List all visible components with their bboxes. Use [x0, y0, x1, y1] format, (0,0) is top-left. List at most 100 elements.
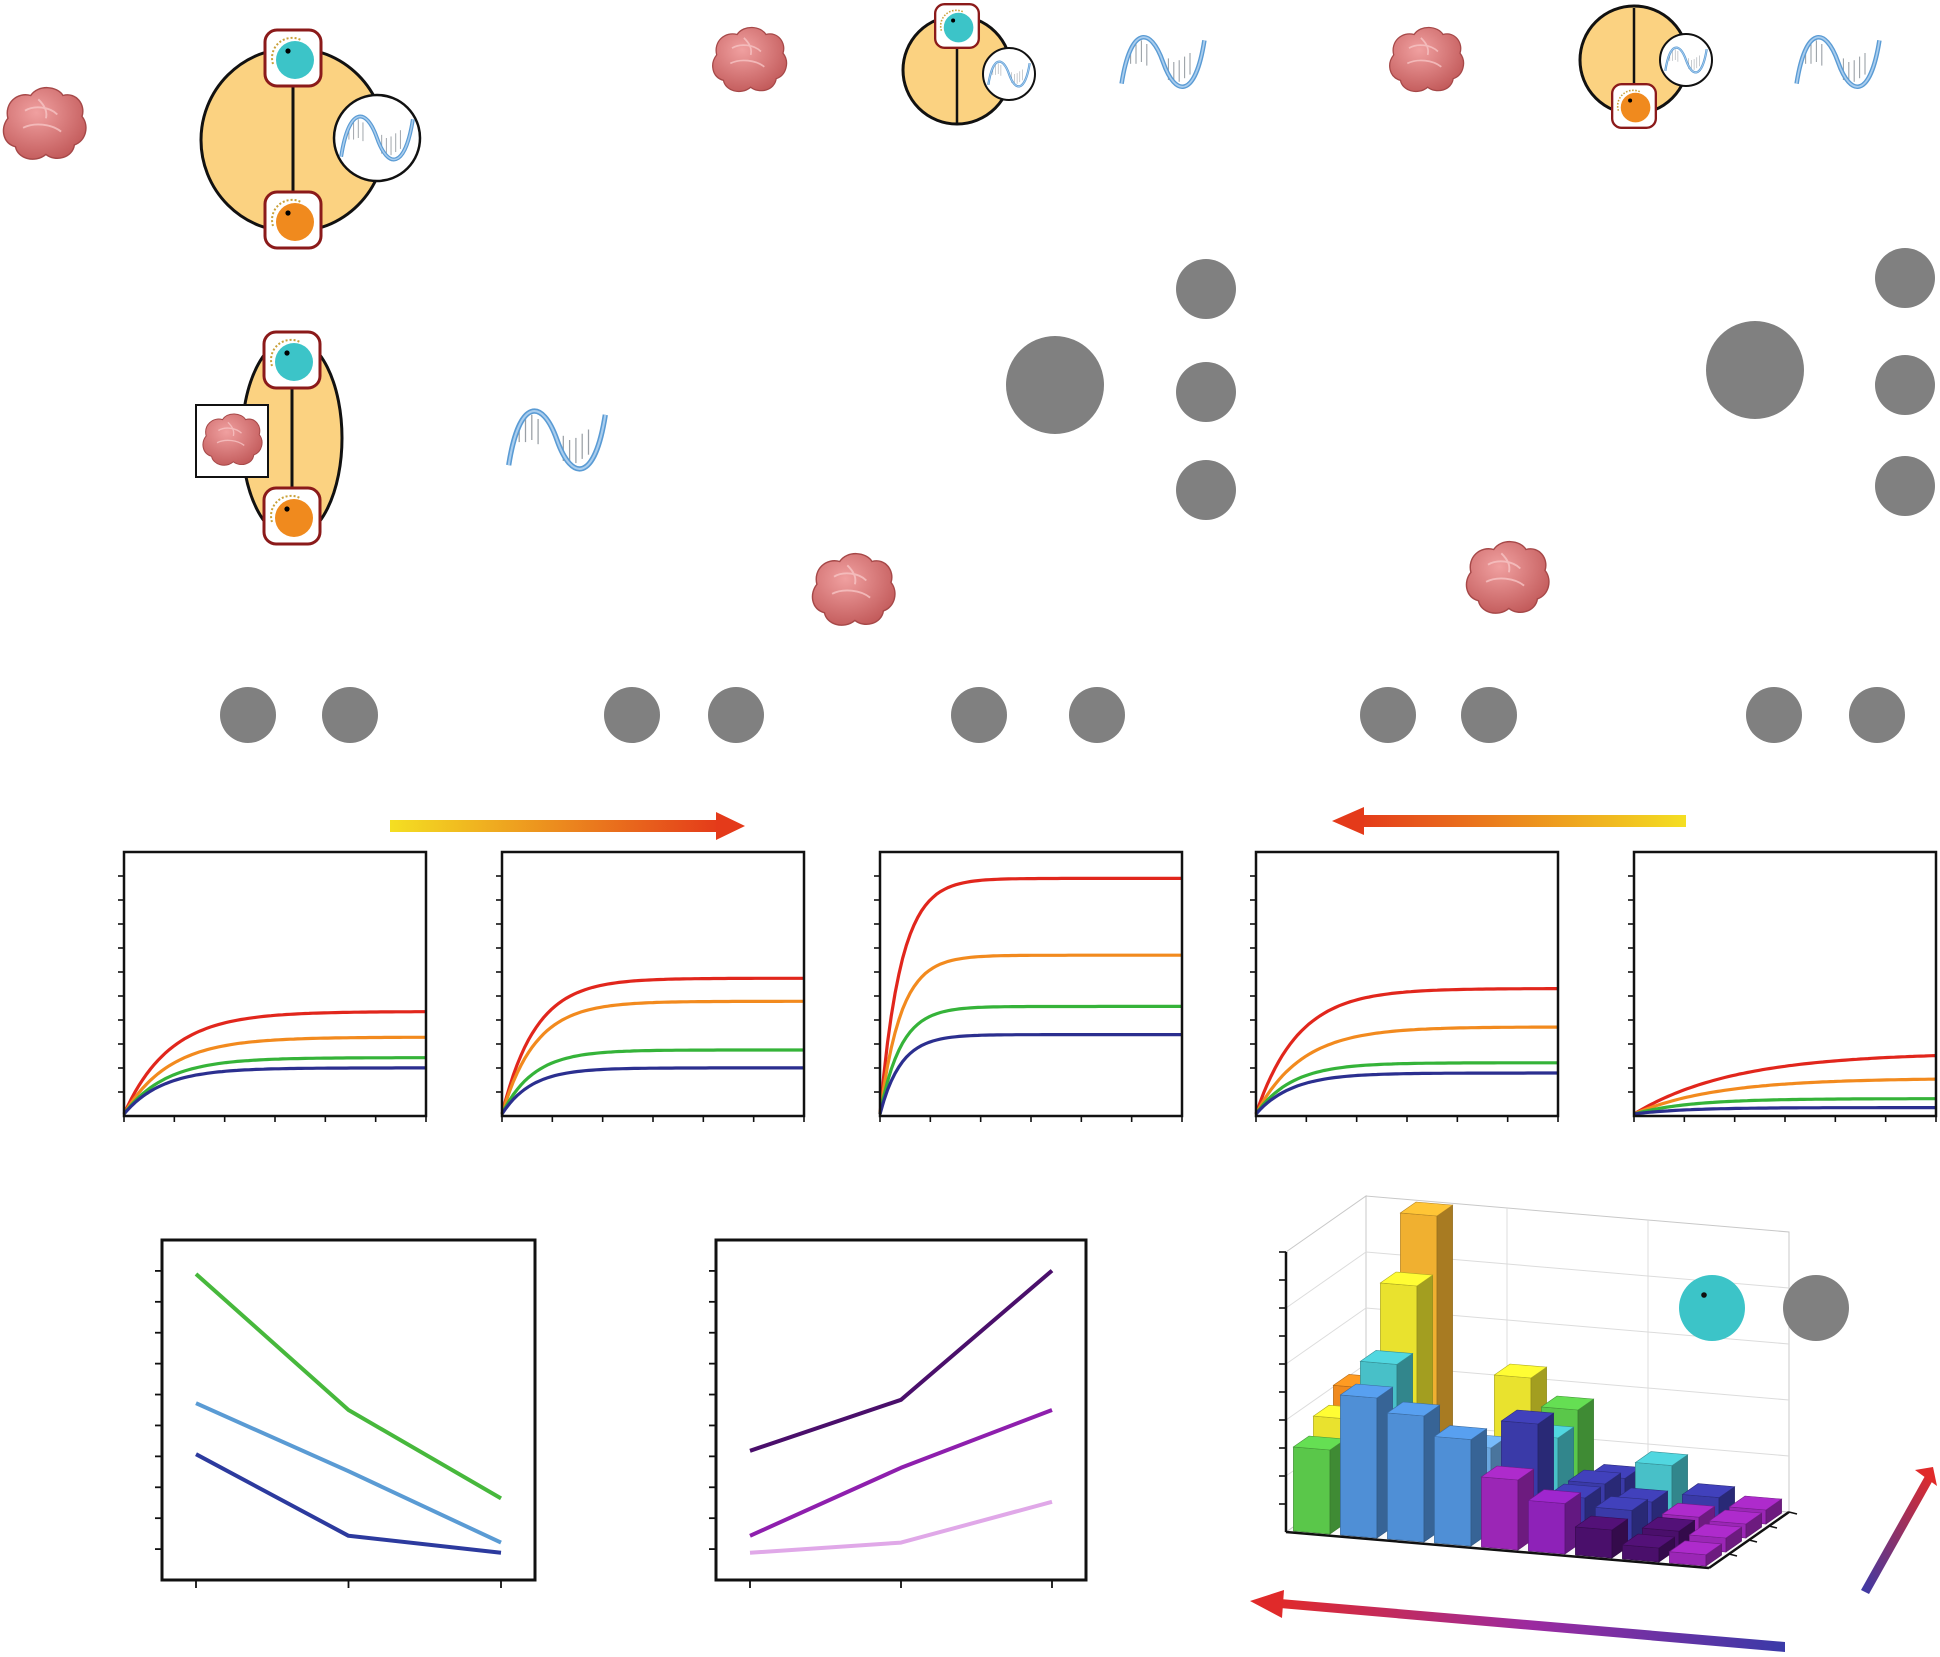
- gray-disc-icon: [708, 687, 764, 743]
- bottom-line-plots: [155, 1238, 1088, 1588]
- kinetic-series-1: [1254, 987, 1558, 1115]
- gray-disc-icon: [1783, 1275, 1849, 1341]
- bar-3d: [1668, 1540, 1723, 1567]
- gray-disc-icon: [322, 687, 378, 743]
- bar-3d: [1527, 1489, 1582, 1555]
- protein-blob-icon: [1465, 540, 1550, 615]
- kinetic-series-2: [122, 1035, 426, 1115]
- gray-disc-icon: [1875, 456, 1935, 516]
- gradient-arrow-diagonal: [1861, 1467, 1937, 1594]
- x-axis: [1285, 1530, 1710, 1570]
- gradient-arrow-bottom: [1250, 1590, 1785, 1652]
- gray-disc-icon: [951, 687, 1007, 743]
- kinetic-series-4: [878, 1033, 1182, 1115]
- kinetic-series-4: [1254, 1071, 1558, 1116]
- line-plot-1: [155, 1238, 537, 1588]
- kinetic-plots-row: [118, 850, 1938, 1122]
- bar-chart-3d: [1279, 1195, 1849, 1570]
- protein-blob-icon: [202, 413, 263, 466]
- disc-pairs-row: [220, 687, 1905, 743]
- kinetic-series-2: [500, 999, 804, 1115]
- y-tick: [1768, 1525, 1778, 1529]
- receptor-dial-icon: [263, 190, 323, 250]
- bar3d-plot: [1279, 1195, 1849, 1570]
- line-series-3: [195, 1452, 502, 1555]
- kinetic-series-2: [878, 953, 1182, 1115]
- receptor-dial-icon: [933, 2, 981, 50]
- schematic-cell-d: [195, 330, 606, 546]
- kinetic-series-4: [122, 1066, 426, 1116]
- disc-cluster-a: [811, 259, 1236, 627]
- kinetic-series-4: [500, 1066, 804, 1115]
- dna-helix-icon: [1797, 37, 1880, 87]
- bar-3d: [1433, 1425, 1488, 1547]
- kinetic-plot-4: [1250, 850, 1560, 1122]
- kinetic-series-3: [122, 1056, 426, 1115]
- plot-frame: [878, 850, 1184, 1118]
- disc-cluster-b: [1465, 248, 1935, 615]
- schematic-cell-c: [1388, 4, 1880, 130]
- y-tick: [1788, 1511, 1798, 1515]
- gray-disc-icon: [1176, 259, 1236, 319]
- kinetic-series-3: [1633, 1097, 1936, 1116]
- gray-disc-icon: [1706, 321, 1804, 419]
- line-series-1: [749, 1269, 1054, 1453]
- gray-disc-icon: [220, 687, 276, 743]
- plot-frame: [1632, 850, 1938, 1118]
- disc-dot: [1701, 1292, 1707, 1298]
- kinetic-series-2: [1633, 1077, 1937, 1116]
- line-plot-2: [709, 1238, 1088, 1588]
- protein-blob-icon: [1388, 26, 1465, 93]
- bar-3d: [1339, 1383, 1394, 1539]
- gray-disc-icon: [604, 687, 660, 743]
- bar-3d: [1386, 1401, 1441, 1543]
- teal-disc-icon: [1679, 1275, 1745, 1341]
- gray-disc-icon: [1360, 687, 1416, 743]
- kinetic-series-2: [1254, 1025, 1558, 1115]
- gray-disc-icon: [1176, 362, 1236, 422]
- bar-3d: [1574, 1515, 1629, 1559]
- gray-disc-icon: [1069, 687, 1125, 743]
- receptor-dial-icon: [262, 486, 322, 546]
- y-tick: [1728, 1553, 1738, 1557]
- kinetic-plot-1: [118, 850, 428, 1122]
- schematic-cell-b: [711, 2, 1205, 126]
- gray-disc-icon: [1746, 687, 1802, 743]
- kinetic-series-1: [500, 976, 804, 1115]
- kinetic-series-3: [500, 1048, 804, 1115]
- gray-disc-icon: [1176, 460, 1236, 520]
- receptor-dial-icon: [1610, 82, 1658, 130]
- bar-3d: [1480, 1465, 1535, 1551]
- protein-blob-icon: [711, 26, 788, 93]
- line-series-2: [195, 1401, 502, 1545]
- kinetic-series-4: [1633, 1106, 1936, 1116]
- gray-disc-icon: [1875, 248, 1935, 308]
- protein-blob-icon: [811, 552, 896, 627]
- bar-3d: [1621, 1533, 1676, 1563]
- gray-disc-icon: [1006, 336, 1104, 434]
- line-series-3: [749, 1499, 1053, 1555]
- gray-disc-icon: [1849, 687, 1905, 743]
- bar-3d: [1292, 1435, 1347, 1535]
- gradient-arrow-right: [390, 812, 745, 840]
- receptor-dial-icon: [263, 28, 323, 88]
- kinetic-plot-2: [496, 850, 806, 1122]
- line-series-1: [194, 1272, 503, 1501]
- schematic-cell-a: [2, 28, 422, 250]
- receptor-dial-icon: [262, 330, 322, 390]
- gradient-arrow-left: [1332, 807, 1686, 835]
- line-series-2: [749, 1408, 1053, 1538]
- protein-blob-icon: [2, 86, 87, 161]
- y-tick: [1748, 1539, 1758, 1543]
- kinetic-plot-3: [874, 850, 1184, 1122]
- kinetic-series-3: [878, 1004, 1182, 1115]
- kinetic-series-1: [878, 876, 1182, 1115]
- gray-disc-icon: [1875, 355, 1935, 415]
- kinetic-plot-5: [1628, 850, 1938, 1122]
- dna-helix-icon: [509, 411, 606, 469]
- bar-legend: [1679, 1275, 1849, 1341]
- kinetic-series-1: [122, 1010, 426, 1115]
- kinetic-series-3: [1254, 1061, 1558, 1115]
- gray-disc-icon: [1461, 687, 1517, 743]
